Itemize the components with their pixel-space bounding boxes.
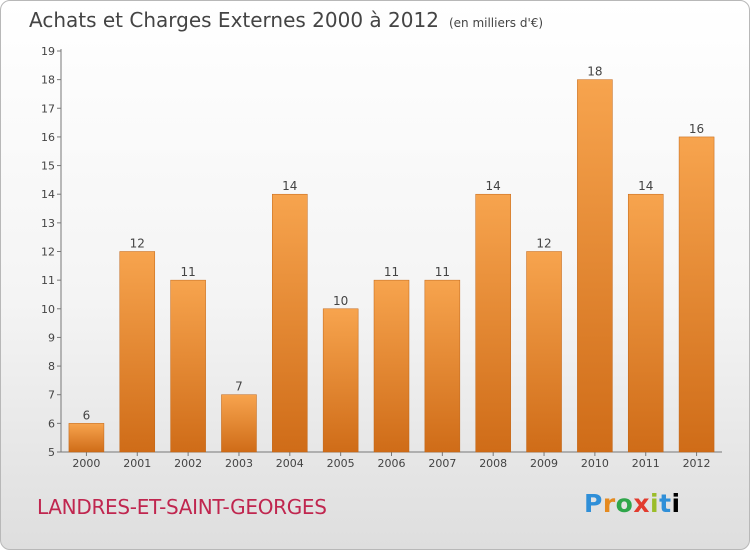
logo-letter: i xyxy=(650,489,660,518)
bar xyxy=(221,394,257,453)
x-tick-label: 2011 xyxy=(632,457,660,470)
y-tick-label: 12 xyxy=(41,246,55,259)
bar xyxy=(577,79,613,453)
y-tick-label: 5 xyxy=(48,446,55,459)
chart-unit: (en milliers d'€) xyxy=(448,16,544,30)
x-tick-label: 2006 xyxy=(378,457,406,470)
x-tick-label: 2009 xyxy=(530,457,558,470)
y-tick-label: 6 xyxy=(48,417,55,430)
logo-letter: r xyxy=(602,489,616,518)
x-tick-label: 2001 xyxy=(123,457,151,470)
y-tick-label: 8 xyxy=(48,360,55,373)
x-tick-label: 2005 xyxy=(327,457,355,470)
chart-title: Achats et Charges Externes 2000 à 2012 (e… xyxy=(29,8,543,32)
x-tick-label: 2010 xyxy=(581,457,609,470)
bar xyxy=(170,279,206,453)
data-label: 18 xyxy=(587,65,602,79)
chart-bars xyxy=(68,79,715,453)
logo-letter: t xyxy=(659,489,672,518)
data-label: 10 xyxy=(333,294,348,308)
bar xyxy=(272,193,308,453)
y-tick-label: 14 xyxy=(41,188,55,201)
bar xyxy=(475,193,511,453)
data-label: 16 xyxy=(689,122,704,136)
data-label: 11 xyxy=(180,265,195,279)
y-tick-label: 7 xyxy=(48,389,55,402)
x-tick-label: 2007 xyxy=(428,457,456,470)
bar xyxy=(322,308,359,453)
bar xyxy=(68,423,105,453)
logo-letter: P xyxy=(584,489,603,518)
bar xyxy=(424,279,461,453)
x-tick-label: 2003 xyxy=(225,457,253,470)
chart-labels: 6 2000 12 2001 11 2002 7 2003 14 2004 10 2005 11 2006… xyxy=(72,65,710,470)
x-tick-label: 2002 xyxy=(174,457,202,470)
data-label: 11 xyxy=(384,265,399,279)
commune-name: LANDRES-ET-SAINT-GEORGES xyxy=(37,495,327,519)
data-label: 12 xyxy=(130,237,145,251)
x-tick-label: 2000 xyxy=(72,457,100,470)
bar xyxy=(678,136,715,453)
y-tick-label: 10 xyxy=(41,303,55,316)
proxiti-logo[interactable]: Proxiti xyxy=(584,489,681,518)
data-label: 11 xyxy=(435,265,450,279)
y-tick-label: 16 xyxy=(41,131,55,144)
bar xyxy=(119,251,156,453)
data-label: 14 xyxy=(282,179,297,193)
bar xyxy=(526,251,562,453)
y-tick-label: 13 xyxy=(41,217,55,230)
bar xyxy=(627,193,664,453)
data-label: 7 xyxy=(235,380,243,394)
data-label: 14 xyxy=(638,179,653,193)
x-tick-label: 2012 xyxy=(683,457,711,470)
y-tick-label: 9 xyxy=(48,331,55,344)
y-tick-label: 15 xyxy=(41,160,55,173)
y-tick-label: 11 xyxy=(41,274,55,287)
data-label: 6 xyxy=(83,408,91,422)
x-tick-label: 2008 xyxy=(479,457,507,470)
logo-letter: i xyxy=(671,489,681,518)
data-label: 12 xyxy=(536,237,551,251)
bar xyxy=(373,279,410,453)
logo-letter: x xyxy=(633,489,650,518)
y-tick-label: 19 xyxy=(41,45,55,58)
y-tick-label: 18 xyxy=(41,74,55,87)
chart-title-text: Achats et Charges Externes 2000 à 2012 xyxy=(29,8,439,32)
x-tick-label: 2004 xyxy=(276,457,304,470)
data-label: 14 xyxy=(486,179,501,193)
logo-letter: o xyxy=(615,489,634,518)
y-tick-label: 17 xyxy=(41,102,55,115)
